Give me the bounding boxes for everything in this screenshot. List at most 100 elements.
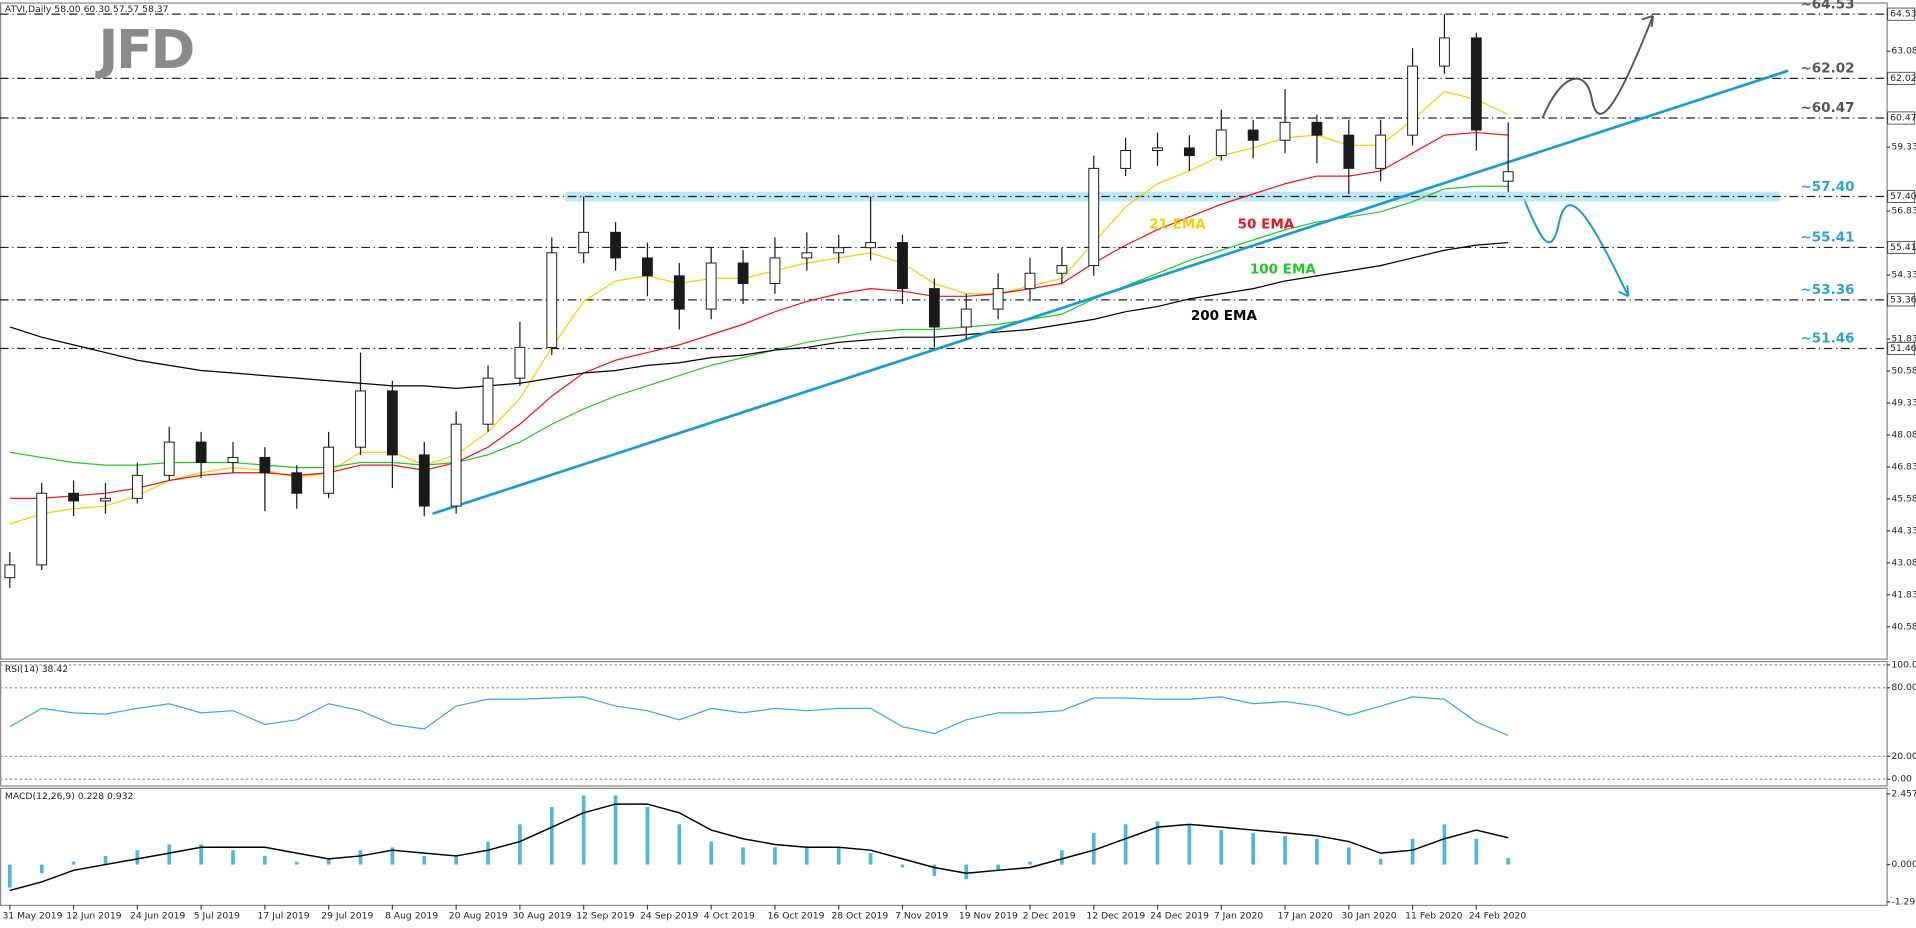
macd-bar xyxy=(294,861,299,865)
candle-body xyxy=(642,257,653,277)
macd-bar xyxy=(613,795,618,865)
level-note: ~51.46 xyxy=(1800,332,1854,347)
level-note: ~64.53 xyxy=(1800,0,1854,12)
y-tick-label: 43.08 xyxy=(1891,557,1916,568)
candle-body xyxy=(1215,129,1227,157)
candle-body xyxy=(705,262,717,310)
x-tick-label: 17 Jul 2019 xyxy=(257,910,309,921)
candle-body xyxy=(1024,272,1036,290)
y-tick-label: 100.00 xyxy=(1891,659,1916,670)
candle-body xyxy=(100,497,111,502)
logo: JFD xyxy=(94,18,193,81)
trendline xyxy=(432,69,1789,515)
x-tick-label: 4 Oct 2019 xyxy=(704,910,755,921)
y-tick-label: 41.83 xyxy=(1891,589,1916,600)
level-note: ~60.47 xyxy=(1800,101,1854,116)
candle-body xyxy=(1279,121,1291,141)
x-tick-label: 16 Oct 2019 xyxy=(768,910,825,921)
macd-bar xyxy=(932,864,937,877)
x-tick-label: 7 Jan 2020 xyxy=(1214,910,1264,921)
macd-bar xyxy=(71,861,76,865)
candle-body xyxy=(195,441,207,464)
candle-body xyxy=(801,252,813,259)
x-tick-label: 20 Aug 2019 xyxy=(449,910,508,921)
y-tick-label: 54.33 xyxy=(1891,270,1916,281)
macd-bar xyxy=(231,850,235,865)
candle-body xyxy=(259,456,271,474)
macd-bar xyxy=(773,847,777,865)
level-box xyxy=(1887,190,1916,203)
candle-body xyxy=(482,377,494,425)
candle-body xyxy=(1311,121,1323,136)
rsi-line xyxy=(9,696,1509,736)
rsi-panel xyxy=(0,660,1888,787)
level-note: ~53.36 xyxy=(1800,283,1854,298)
macd-bar xyxy=(167,844,172,865)
macd-bar xyxy=(1060,850,1064,865)
x-tick-label: 28 Oct 2019 xyxy=(831,910,888,921)
macd-bar xyxy=(645,807,650,865)
macd-bar xyxy=(868,853,873,865)
x-tick-label: 12 Dec 2019 xyxy=(1086,910,1145,921)
candle-body xyxy=(1247,129,1259,141)
x-tick-label: 24 Feb 2020 xyxy=(1469,910,1526,921)
candle-body xyxy=(386,390,398,456)
x-tick-label: 2 Dec 2019 xyxy=(1023,910,1076,921)
macd-bar xyxy=(103,855,108,865)
y-tick-label: 20.00 xyxy=(1891,751,1916,762)
candle-body xyxy=(673,275,685,310)
macd-bar xyxy=(390,847,395,865)
x-tick-label: 29 Jul 2019 xyxy=(321,910,373,921)
candle-body xyxy=(4,564,16,579)
macd-bar xyxy=(1315,838,1319,865)
macd-bar xyxy=(1346,847,1351,865)
arrow-head xyxy=(1618,285,1630,298)
y-tick-label: 2.457 xyxy=(1891,788,1916,799)
y-tick-label: 59.33 xyxy=(1891,142,1916,153)
x-tick-label: 24 Dec 2019 xyxy=(1150,910,1209,921)
level-box xyxy=(1887,342,1916,355)
level-box xyxy=(1887,7,1916,21)
candle-body xyxy=(68,492,79,502)
y-tick-label: 45.58 xyxy=(1891,493,1916,504)
candle-body xyxy=(960,308,972,328)
y-tick-label: 40.58 xyxy=(1891,621,1916,632)
scenario-arrow-down xyxy=(1523,198,1630,297)
macd-header: MACD(12,26,9) 0.228 0.932 xyxy=(5,791,134,802)
macd-bar xyxy=(7,864,12,888)
candle-body xyxy=(1343,134,1355,169)
y-tick-label: 49.33 xyxy=(1891,397,1916,408)
ema-label: 100 EMA xyxy=(1250,263,1317,278)
candle-body xyxy=(1439,37,1450,67)
candle-body xyxy=(163,441,175,476)
x-tick-label: 31 May 2019 xyxy=(2,910,62,921)
macd-bar xyxy=(1410,838,1415,865)
level-note: ~55.41 xyxy=(1800,231,1854,246)
candle-body xyxy=(418,454,430,507)
y-tick-label: 80.00 xyxy=(1891,682,1916,693)
candle-body xyxy=(1056,265,1068,274)
macd-bar xyxy=(1474,838,1479,865)
level-note: ~57.40 xyxy=(1800,180,1854,195)
macd-bar xyxy=(677,824,682,865)
macd-bar xyxy=(358,850,363,865)
macd-bar xyxy=(549,807,554,865)
candle-body xyxy=(1502,171,1514,182)
candle-body xyxy=(1120,149,1132,169)
level-note: ~62.02 xyxy=(1800,62,1854,77)
candle-body xyxy=(1152,147,1163,151)
candle-body xyxy=(610,231,621,259)
x-tick-label: 24 Sep 2019 xyxy=(640,910,699,921)
x-tick-label: 8 Aug 2019 xyxy=(385,910,438,921)
ema-label: 200 EMA xyxy=(1191,309,1258,324)
y-tick-label: 56.83 xyxy=(1891,206,1916,217)
macd-bar xyxy=(1219,830,1224,865)
main-header: ATVI,Daily 58.00 60.30 57.57 58.37 xyxy=(5,4,169,15)
candle-body xyxy=(992,288,1004,310)
y-tick-label: 0.00 xyxy=(1891,774,1912,785)
candle-body xyxy=(737,262,749,284)
level-box xyxy=(1887,240,1916,254)
x-tick-label: 5 Jul 2019 xyxy=(194,910,240,921)
macd-bar xyxy=(581,795,586,865)
